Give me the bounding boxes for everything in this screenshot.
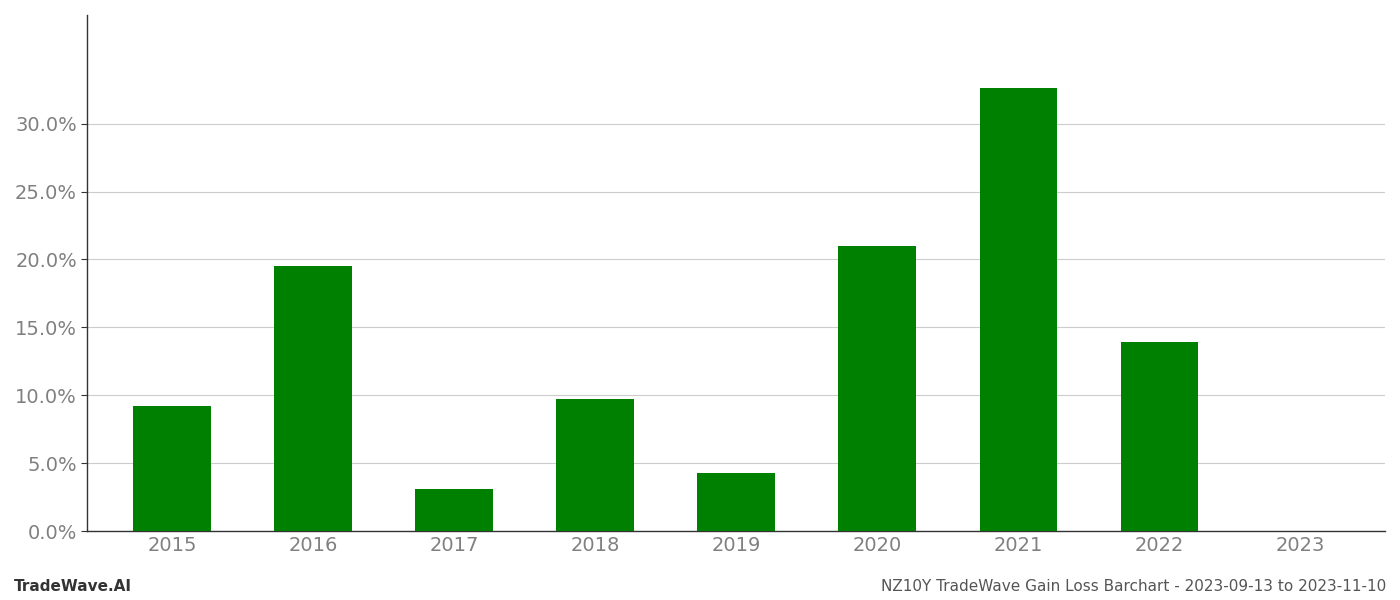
- Bar: [697, 473, 776, 531]
- Bar: [980, 88, 1057, 531]
- Bar: [416, 489, 493, 531]
- Text: NZ10Y TradeWave Gain Loss Barchart - 2023-09-13 to 2023-11-10: NZ10Y TradeWave Gain Loss Barchart - 202…: [881, 579, 1386, 594]
- Text: TradeWave.AI: TradeWave.AI: [14, 579, 132, 594]
- Bar: [839, 246, 916, 531]
- Bar: [556, 400, 634, 531]
- Bar: [274, 266, 351, 531]
- Bar: [1120, 343, 1198, 531]
- Bar: [133, 406, 211, 531]
